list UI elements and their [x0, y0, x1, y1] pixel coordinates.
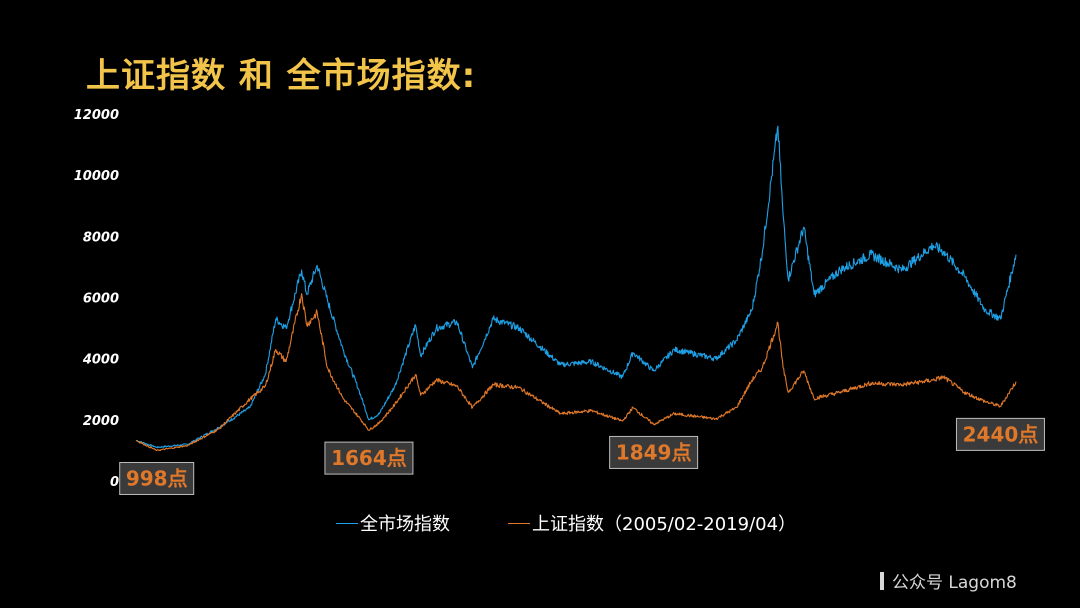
annotation-box: [324, 441, 414, 475]
y-tick-label: 0: [110, 475, 119, 490]
y-tick-label: 8000: [83, 230, 119, 245]
legend-swatch-market: [336, 522, 358, 524]
chart-legend: 全市场指数 上证指数（2005/02-2019/04）: [336, 510, 796, 536]
annotation-box: [955, 417, 1045, 451]
annotation-box: [119, 461, 195, 495]
y-tick-label: 10000: [74, 169, 119, 184]
legend-swatch-shanghai: [508, 522, 530, 524]
low-point-annotation: 2440点: [955, 417, 1045, 451]
annotation-label: 2440点: [963, 422, 1039, 446]
legend-label-market: 全市场指数: [360, 514, 450, 535]
annotation-label: 998点: [126, 466, 188, 490]
low-point-annotation: 1664点: [324, 441, 414, 475]
low-point-annotation: 1849点: [609, 435, 699, 469]
y-tick-label: 6000: [83, 292, 119, 307]
watermark: 公众号 Lagom8: [880, 568, 1017, 593]
y-tick-label: 2000: [83, 414, 119, 429]
series-line-market: [135, 125, 1017, 449]
y-tick-label: 4000: [82, 353, 119, 368]
legend-item-market: 全市场指数: [336, 510, 450, 536]
annotation-box: [609, 435, 699, 469]
legend-item-shanghai: 上证指数（2005/02-2019/04）: [508, 510, 796, 536]
annotation-label: 1664点: [331, 446, 407, 470]
legend-label-shanghai: 上证指数（2005/02-2019/04）: [532, 514, 797, 535]
page-title: 上证指数 和 全市场指数:: [86, 56, 477, 96]
watermark-bar-icon: [880, 571, 884, 590]
y-tick-label: 12000: [74, 108, 119, 123]
annotation-label: 1849点: [616, 440, 692, 464]
low-point-annotation: 998点: [119, 461, 195, 495]
series-line-shanghai: [135, 293, 1017, 452]
watermark-text: 公众号 Lagom8: [892, 573, 1017, 593]
